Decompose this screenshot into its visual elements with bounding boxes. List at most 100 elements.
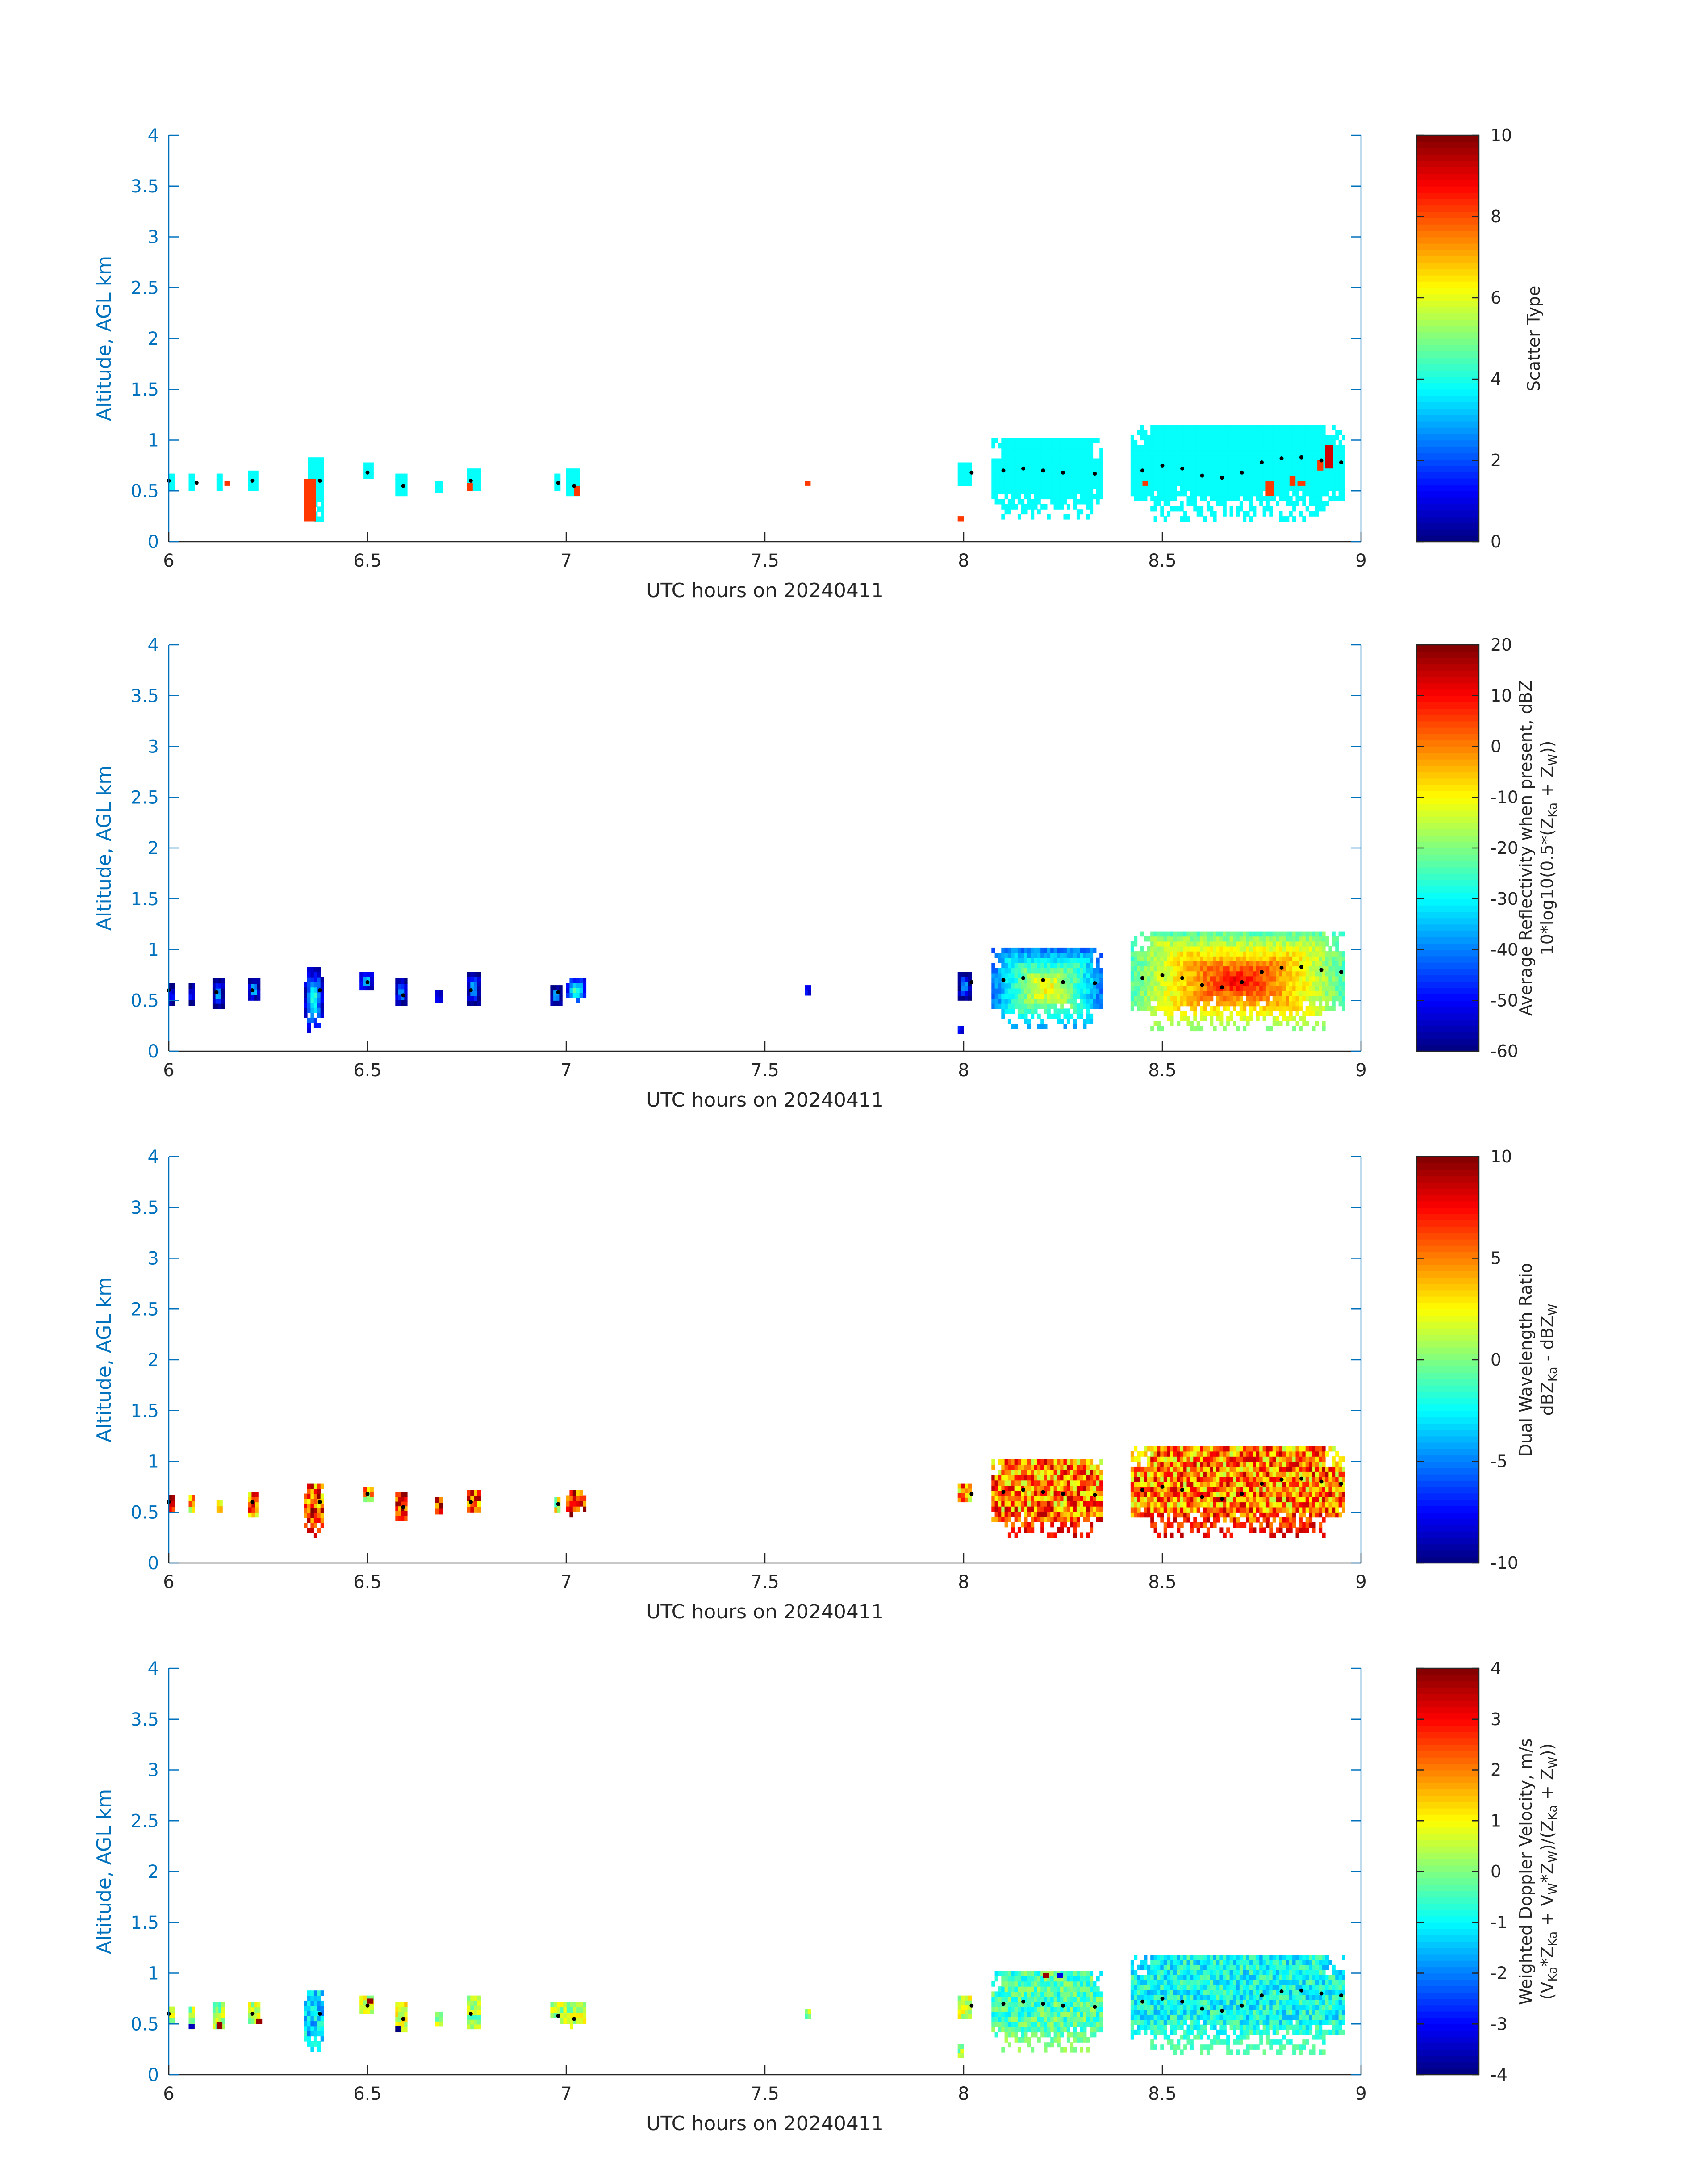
- data-cell: [1150, 481, 1154, 486]
- data-cell: [1144, 445, 1148, 451]
- data-cell: [477, 996, 481, 1001]
- data-cell: [1325, 501, 1329, 506]
- data-cell: [1086, 1470, 1090, 1475]
- data-cell: [1338, 986, 1342, 991]
- data-cell: [1219, 1021, 1224, 1026]
- data-cell: [1186, 1016, 1190, 1021]
- data-cell: [1190, 1507, 1194, 1513]
- data-cell: [1157, 1502, 1161, 1508]
- data-cell: [1093, 998, 1097, 1004]
- data-cell: [1180, 501, 1184, 506]
- data-cell: [1259, 1476, 1263, 1482]
- data-cell: [1073, 1019, 1077, 1024]
- data-cell: [1060, 1459, 1064, 1465]
- data-cell: [1223, 445, 1227, 451]
- data-cell: [1295, 430, 1299, 435]
- data-cell: [1040, 1527, 1044, 1533]
- data-cell: [1021, 489, 1025, 494]
- data-cell: [1196, 996, 1200, 1002]
- data-cell: [1080, 983, 1084, 989]
- data-cell: [1223, 1512, 1227, 1518]
- data-cell: [1099, 1470, 1103, 1475]
- data-cell: [251, 978, 255, 984]
- data-cell: [1213, 991, 1217, 996]
- data-cell: [1319, 485, 1323, 491]
- data-cell: [1173, 1517, 1177, 1523]
- data-cell: [1086, 448, 1090, 454]
- data-cell: [991, 1496, 995, 1501]
- data-cell: [957, 472, 962, 477]
- data-cell: [1093, 968, 1097, 974]
- data-cell: [395, 994, 399, 1000]
- data-cell: [1163, 516, 1167, 522]
- data-cell: [1063, 1008, 1067, 1014]
- data-cell: [1021, 988, 1025, 994]
- data-cell: [1183, 1512, 1187, 1518]
- data-cell: [1076, 988, 1080, 994]
- data-cell: [1186, 1512, 1190, 1518]
- data-cell: [1167, 966, 1171, 972]
- data-cell: [1335, 956, 1339, 961]
- data-cell: [1147, 445, 1151, 451]
- data-cell: [1066, 953, 1070, 958]
- data-cell: [1034, 1511, 1038, 1517]
- data-cell: [1262, 1451, 1266, 1457]
- data-cell: [1147, 1456, 1151, 1462]
- data-cell: [1153, 450, 1157, 456]
- data-cell: [1180, 1497, 1184, 1503]
- data-cell: [1203, 1451, 1207, 1457]
- data-cell: [401, 490, 405, 497]
- trace-point: [1339, 460, 1343, 464]
- data-cell: [1150, 1026, 1154, 1032]
- data-cell: [313, 992, 317, 998]
- data-cell: [255, 485, 259, 491]
- data-cell: [1196, 430, 1200, 435]
- data-cell: [1190, 991, 1194, 996]
- data-cell: [1001, 1464, 1005, 1470]
- colorbar-swatch: [1416, 465, 1479, 472]
- data-cell: [1173, 966, 1177, 972]
- data-cell: [1233, 981, 1236, 986]
- data-cell: [1070, 438, 1074, 443]
- data-cell: [1312, 971, 1316, 977]
- colorbar-swatch: [1416, 529, 1479, 536]
- data-cell: [1246, 971, 1250, 977]
- data-cell: [1253, 1512, 1257, 1518]
- data-cell: [1249, 460, 1253, 466]
- data-cell: [1040, 968, 1044, 974]
- data-cell: [317, 492, 321, 497]
- data-cell: [1196, 1476, 1200, 1482]
- data-cell: [1021, 479, 1025, 484]
- data-cell: [1229, 1476, 1233, 1482]
- colorbar-swatch: [1416, 765, 1479, 773]
- data-cell: [1057, 1485, 1061, 1491]
- data-cell: [1249, 971, 1253, 977]
- data-cell: [1160, 951, 1164, 957]
- data-cell: [1216, 1451, 1220, 1457]
- data-cell: [1246, 465, 1250, 471]
- data-cell: [1292, 485, 1296, 491]
- data-cell: [1037, 458, 1041, 464]
- data-cell: [1044, 978, 1048, 984]
- data-cell: [310, 992, 314, 998]
- data-cell: [477, 474, 481, 480]
- data-cell: [1163, 491, 1167, 497]
- data-cell: [1170, 476, 1174, 481]
- data-cell: [1272, 491, 1276, 497]
- data-cell: [1011, 983, 1015, 989]
- x-tick-label: 6.5: [353, 1060, 382, 1081]
- data-cell: [1076, 1501, 1080, 1507]
- data-cell: [1216, 1446, 1220, 1452]
- data-cell: [1011, 1527, 1015, 1533]
- data-cell: [1057, 438, 1061, 443]
- data-cell: [215, 983, 219, 989]
- data-cell: [1276, 986, 1280, 991]
- x-tick-label: 8: [958, 1060, 969, 1081]
- data-cell: [1233, 1461, 1236, 1467]
- data-cell: [1017, 963, 1021, 969]
- data-cell: [1286, 440, 1290, 446]
- data-cell: [1140, 425, 1144, 430]
- data-cell: [1243, 1456, 1247, 1462]
- data-cell: [1086, 438, 1090, 443]
- data-cell: [1259, 1456, 1263, 1462]
